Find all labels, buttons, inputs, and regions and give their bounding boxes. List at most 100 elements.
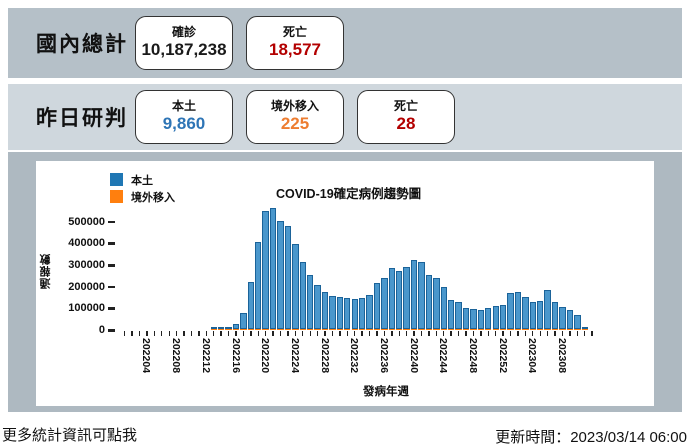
x-tick-mark (517, 331, 519, 336)
domestic-total-boxes: 確診 10,187,238 死亡 18,577 (135, 8, 344, 78)
bar-segment-imported (240, 329, 247, 330)
x-tick-mark (524, 331, 527, 336)
bar-segment-local (462, 308, 470, 330)
x-tick-mark (405, 331, 408, 336)
bar-segment-imported (581, 329, 588, 330)
x-tick-mark (354, 331, 356, 336)
bar-segment-imported (232, 329, 240, 330)
x-tick-mark (561, 331, 564, 336)
x-tick-mark (443, 331, 445, 336)
bar-segment-imported (514, 329, 522, 330)
x-tick-mark (576, 331, 578, 336)
x-tick-mark (539, 331, 541, 336)
more-stats-link[interactable]: 更多統計資訊可點我 (2, 427, 138, 444)
x-tick-mark (465, 331, 467, 336)
bar-segment-local (425, 274, 433, 330)
bar-segment-imported (485, 329, 492, 330)
x-tick-mark (554, 331, 556, 336)
bar-segment-local (284, 226, 292, 330)
x-tick-mark (168, 331, 170, 336)
bar-segment-imported (455, 329, 462, 330)
x-tick-mark (294, 331, 297, 336)
x-tick-mark (124, 331, 126, 336)
bar-week-202245 (447, 300, 455, 330)
bar-segment-local (433, 277, 440, 330)
x-tick-mark (227, 331, 230, 336)
x-tick-mark (546, 331, 549, 336)
confirmed-total-label: 確診 (171, 25, 196, 39)
deaths-total-box: 死亡 18,577 (246, 16, 344, 70)
y-tick-label: 400000 (68, 237, 105, 250)
bar-week-202218 (247, 281, 255, 330)
update-time-text: 更新時間：2023/03/14 06:00 (495, 429, 687, 446)
bar-segment-local (344, 297, 351, 330)
bar-segment-imported (358, 329, 366, 330)
x-tick-mark (591, 331, 593, 336)
y-tick-label: 200000 (68, 280, 105, 293)
x-tick-mark (457, 331, 460, 336)
x-tick-mark (487, 331, 489, 336)
x-tick-mark (257, 331, 259, 336)
bar-segment-imported (470, 329, 477, 330)
bar-segment-imported (262, 329, 269, 330)
x-tick-mark (435, 331, 438, 336)
x-tick-mark (198, 331, 200, 336)
bar-segment-local (492, 306, 499, 330)
bar-segment-imported (269, 329, 277, 330)
x-tick-mark (413, 331, 415, 336)
bar-segment-imported (321, 329, 329, 330)
x-tick-mark (242, 331, 245, 336)
deaths-total-label: 死亡 (282, 25, 307, 39)
bar-week-202301 (507, 293, 514, 330)
bar-segment-imported (277, 329, 284, 330)
bar-segment-local (529, 302, 536, 330)
bar-week-202303 (522, 296, 529, 330)
x-tick-mark (346, 331, 348, 336)
x-tick-label: 202208 (170, 338, 183, 374)
bar-week-202249 (477, 309, 485, 330)
bar-segment-local (307, 274, 314, 330)
y-tick-mark (108, 220, 115, 224)
yesterday-title: 昨日研判 (36, 107, 128, 130)
bar-segment-imported (344, 329, 351, 330)
x-tick-mark (584, 331, 586, 336)
bar-week-202311 (581, 327, 588, 330)
bar-segment-imported (433, 329, 440, 330)
bar-segment-imported (492, 329, 499, 330)
x-tick-mark (153, 331, 156, 336)
x-axis-label: 發病年週 (363, 386, 409, 398)
bar-segment-local (418, 262, 425, 330)
x-tick-mark (368, 331, 371, 336)
bar-week-202302 (514, 291, 522, 330)
x-tick-mark (502, 331, 504, 336)
y-tick-mark (108, 264, 115, 267)
deaths-total-value: 18,577 (269, 40, 321, 59)
x-tick-mark (213, 331, 215, 336)
legend-item-imported: 境外移入 (110, 188, 175, 205)
x-tick-mark (472, 331, 475, 336)
bar-segment-imported (529, 329, 536, 330)
bar-segment-local (255, 241, 262, 330)
imported-series-swatch (110, 190, 123, 203)
x-tick-label: 202240 (407, 338, 420, 374)
x-tick-mark (495, 331, 497, 336)
bar-segment-imported (396, 329, 403, 330)
x-tick-mark (532, 331, 534, 336)
local-series-swatch (110, 173, 123, 186)
x-tick-mark (376, 331, 378, 336)
x-tick-mark (361, 331, 363, 336)
x-tick-label: 202252 (496, 338, 509, 374)
bar-week-202219 (255, 241, 262, 330)
bar-segment-local (551, 301, 559, 330)
bar-week-202310 (574, 314, 581, 330)
chart-legend: 本土 境外移入 (110, 171, 175, 205)
x-tick-mark (569, 331, 571, 336)
x-tick-mark (190, 331, 193, 336)
x-tick-mark (220, 331, 222, 336)
bar-segment-local (485, 308, 492, 330)
y-tick-mark (108, 242, 115, 245)
bar-week-202225 (299, 262, 306, 330)
confirmed-total-box: 確診 10,187,238 (135, 16, 233, 70)
bar-segment-local (210, 327, 217, 330)
bar-segment-local (336, 296, 344, 330)
